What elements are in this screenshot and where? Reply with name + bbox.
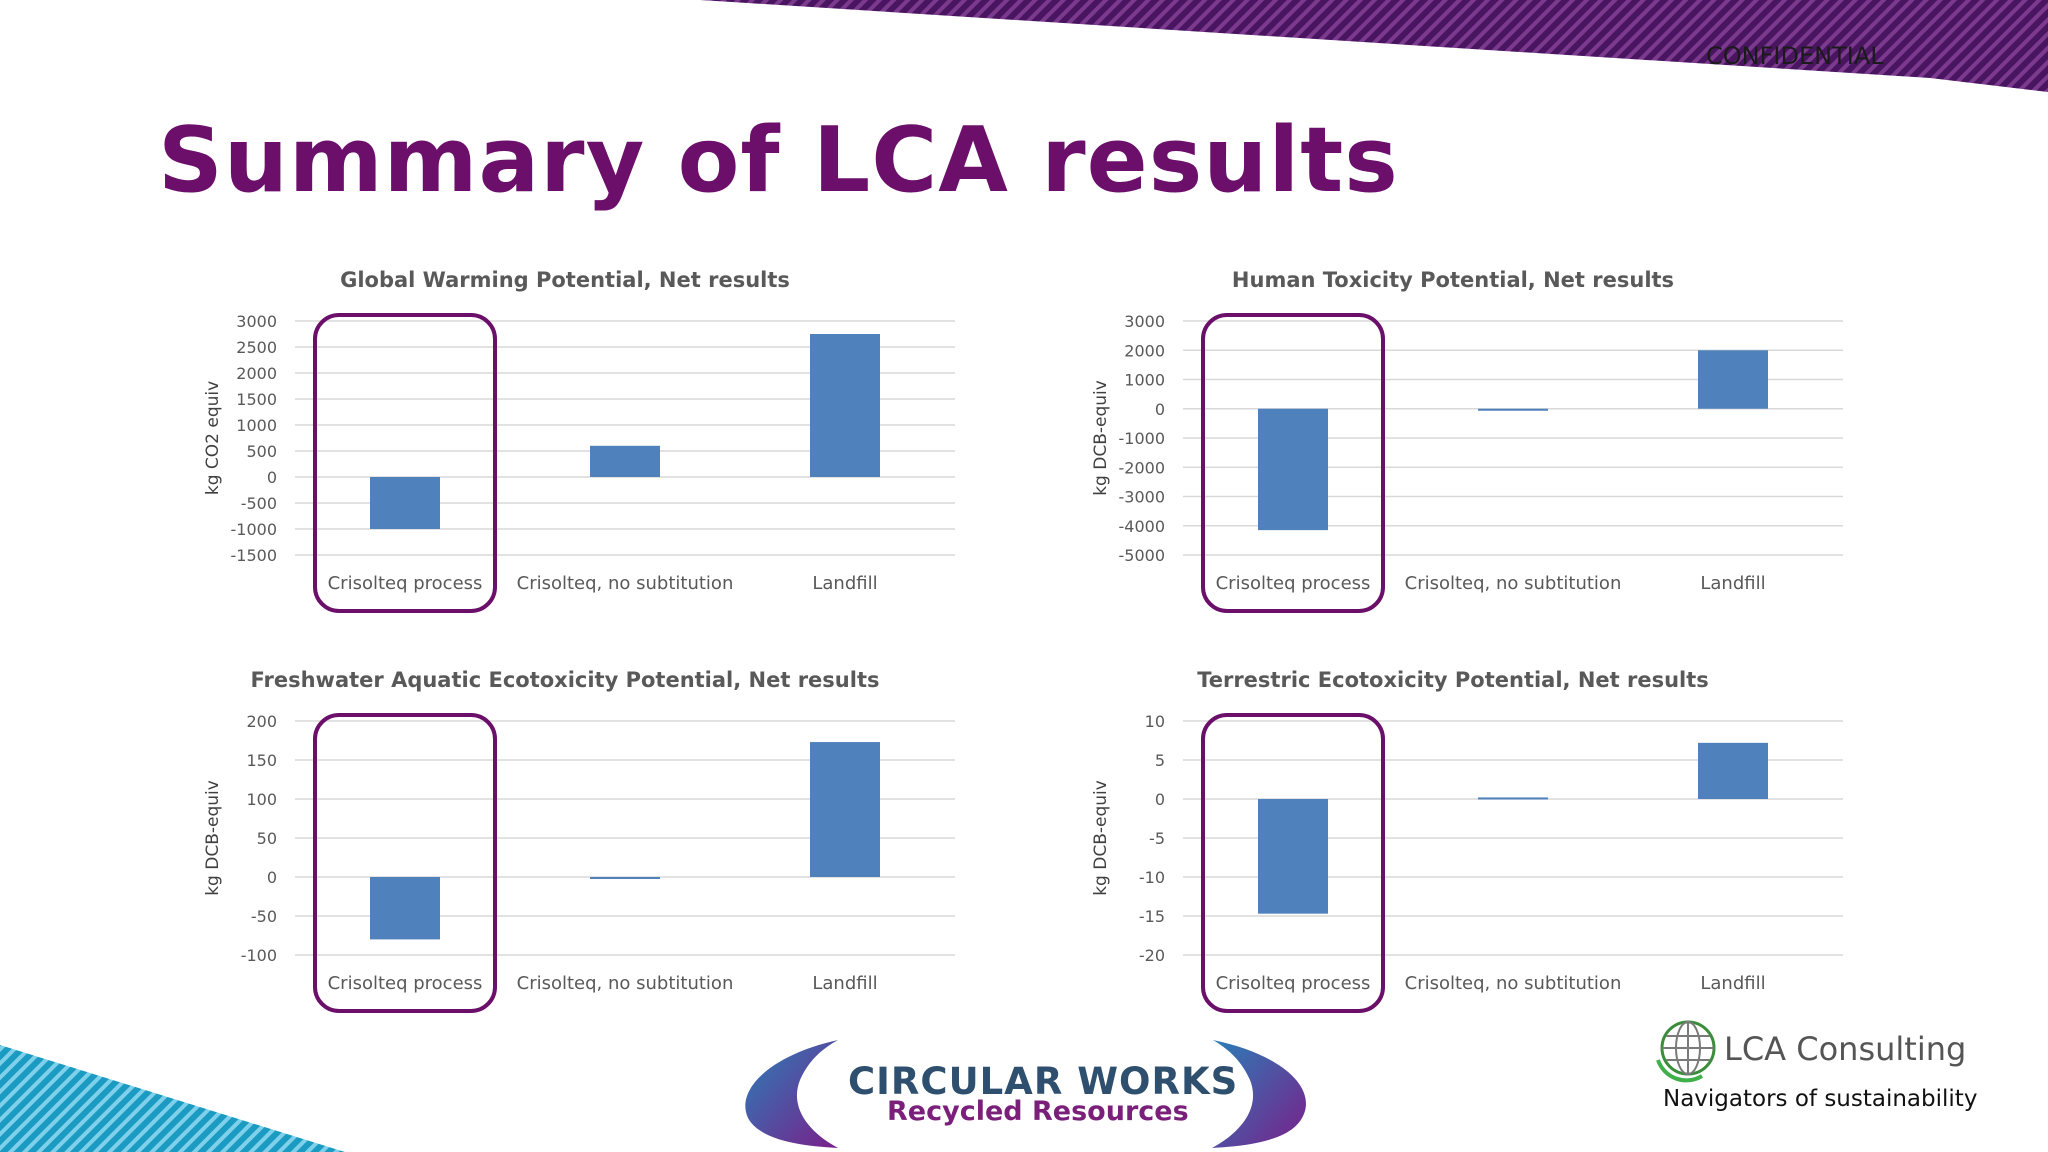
bar-landfill: [1698, 742, 1768, 799]
y-tick-label: 2000: [236, 364, 277, 383]
top-stripe-band: [700, 0, 2048, 92]
y-tick-label: 200: [246, 712, 277, 731]
lca-tagline: Navigators of sustainability: [1663, 1086, 1978, 1112]
chart-svg: Freshwater Aquatic Ecotoxicity Potential…: [203, 668, 955, 1013]
circular-works-logo-text: CIRCULAR WORKS: [848, 1060, 1239, 1103]
x-category-label: Crisolteq, no subtitution: [1405, 573, 1622, 594]
bar-crisolteq-process: [370, 877, 440, 940]
y-tick-label: 0: [267, 868, 277, 887]
recycled-resources-text: Recycled Resources: [887, 1096, 1189, 1127]
y-tick-label: -20: [1139, 946, 1165, 965]
bottom-stripe-band: [0, 1045, 345, 1152]
chart-title: Human Toxicity Potential, Net results: [1232, 268, 1674, 292]
y-tick-label: 1500: [236, 390, 277, 409]
y-tick-label: -15: [1139, 907, 1165, 926]
y-tick-label: 0: [1155, 400, 1165, 419]
y-axis-label: kg DCB-equiv: [1091, 780, 1111, 896]
chart-human-toxicity: Human Toxicity Potential, Net results 300…: [1078, 255, 1858, 635]
y-tick-label: -1000: [1119, 429, 1166, 448]
bar-landfill: [1698, 350, 1768, 409]
x-category-label: Crisolteq process: [328, 973, 483, 994]
chart-global-warming: Global Warming Potential, Net results 300…: [190, 255, 970, 635]
x-category-label: Landfill: [1700, 973, 1765, 994]
chart-title: Global Warming Potential, Net results: [340, 268, 790, 292]
chart-terrestric-ecotoxicity: Terrestric Ecotoxicity Potential, Net re…: [1078, 655, 1858, 1035]
x-category-label: Crisolteq process: [1216, 573, 1371, 594]
swoosh-left: [745, 1040, 838, 1148]
y-tick-label: -500: [241, 494, 277, 513]
bar-landfill: [810, 742, 880, 877]
x-category-label: Crisolteq, no subtitution: [517, 973, 734, 994]
y-tick-label: -5: [1149, 829, 1165, 848]
bar-landfill: [810, 334, 880, 477]
y-tick-label: -2000: [1119, 458, 1166, 477]
y-tick-label: 5: [1155, 751, 1165, 770]
chart-svg: Human Toxicity Potential, Net results 300…: [1091, 268, 1843, 613]
chart-title: Terrestric Ecotoxicity Potential, Net re…: [1197, 668, 1709, 692]
bar-crisolteq-process: [370, 477, 440, 529]
bar-crisolteq-process: [1258, 408, 1328, 531]
x-category-label: Crisolteq process: [1216, 973, 1371, 994]
y-tick-label: -1500: [231, 546, 278, 565]
y-tick-label: 3000: [1124, 312, 1165, 331]
chart-svg: Global Warming Potential, Net results 300…: [203, 268, 955, 613]
bar-crisolteq-process: [1258, 799, 1328, 914]
y-tick-label: 0: [267, 468, 277, 487]
bar-crisolteq-no-subtitution: [1478, 408, 1548, 411]
bar-crisolteq-no-subtitution: [590, 445, 660, 477]
highlight-box: [313, 713, 497, 1013]
swoosh-right: [1212, 1040, 1306, 1148]
y-tick-label: 0: [1155, 790, 1165, 809]
y-tick-label: -100: [241, 946, 277, 965]
page-title: Summary of LCA results: [158, 108, 1399, 213]
y-tick-label: 100: [246, 790, 277, 809]
x-category-label: Crisolteq process: [328, 573, 483, 594]
y-tick-label: 2000: [1124, 341, 1165, 360]
y-axis-label: kg DCB-equiv: [1091, 380, 1111, 496]
chart-svg: Terrestric Ecotoxicity Potential, Net re…: [1091, 668, 1843, 1013]
y-tick-label: 10: [1145, 712, 1165, 731]
x-category-label: Crisolteq, no subtitution: [1405, 973, 1622, 994]
x-category-label: Crisolteq, no subtitution: [517, 573, 734, 594]
y-tick-label: -50: [251, 907, 277, 926]
chart-title: Freshwater Aquatic Ecotoxicity Potential…: [251, 668, 880, 692]
bar-crisolteq-no-subtitution: [1478, 797, 1548, 800]
y-tick-label: 3000: [236, 312, 277, 331]
globe-icon: [1656, 1020, 1716, 1083]
y-tick-label: 150: [246, 751, 277, 770]
x-category-label: Landfill: [812, 973, 877, 994]
y-tick-label: 2500: [236, 338, 277, 357]
y-tick-label: -10: [1139, 868, 1165, 887]
y-tick-label: 500: [246, 442, 277, 461]
y-axis-label: kg DCB-equiv: [203, 780, 223, 896]
y-tick-label: 1000: [236, 416, 277, 435]
y-tick-label: -3000: [1119, 488, 1166, 507]
confidential-label: CONFIDENTIAL: [1706, 42, 1884, 70]
x-category-label: Landfill: [812, 573, 877, 594]
y-tick-label: -5000: [1119, 546, 1166, 565]
y-tick-label: 1000: [1124, 371, 1165, 390]
highlight-box: [1201, 713, 1385, 1013]
y-tick-label: -1000: [231, 520, 278, 539]
y-tick-label: 50: [257, 829, 277, 848]
y-axis-label: kg CO2 equiv: [203, 381, 223, 495]
y-tick-label: -4000: [1119, 517, 1166, 536]
lca-consulting-brand: LCA Consulting: [1724, 1030, 1967, 1068]
bar-crisolteq-no-subtitution: [590, 877, 660, 879]
chart-freshwater-ecotoxicity: Freshwater Aquatic Ecotoxicity Potential…: [190, 655, 970, 1035]
highlight-box: [1201, 313, 1385, 613]
highlight-box: [313, 313, 497, 613]
x-category-label: Landfill: [1700, 573, 1765, 594]
